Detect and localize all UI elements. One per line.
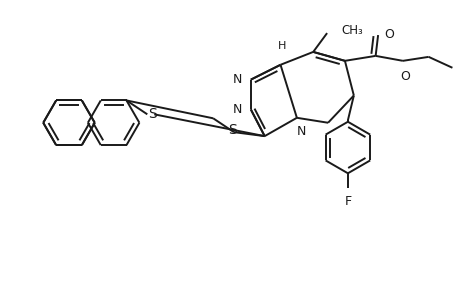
Text: H: H xyxy=(278,41,286,51)
Text: F: F xyxy=(344,195,351,208)
Text: N: N xyxy=(297,125,306,138)
Text: S: S xyxy=(228,123,236,137)
Text: CH₃: CH₃ xyxy=(340,24,362,37)
Text: S: S xyxy=(148,107,157,121)
Text: O: O xyxy=(384,28,393,40)
Text: O: O xyxy=(399,70,409,83)
Text: N: N xyxy=(232,103,241,116)
Text: N: N xyxy=(232,73,241,86)
